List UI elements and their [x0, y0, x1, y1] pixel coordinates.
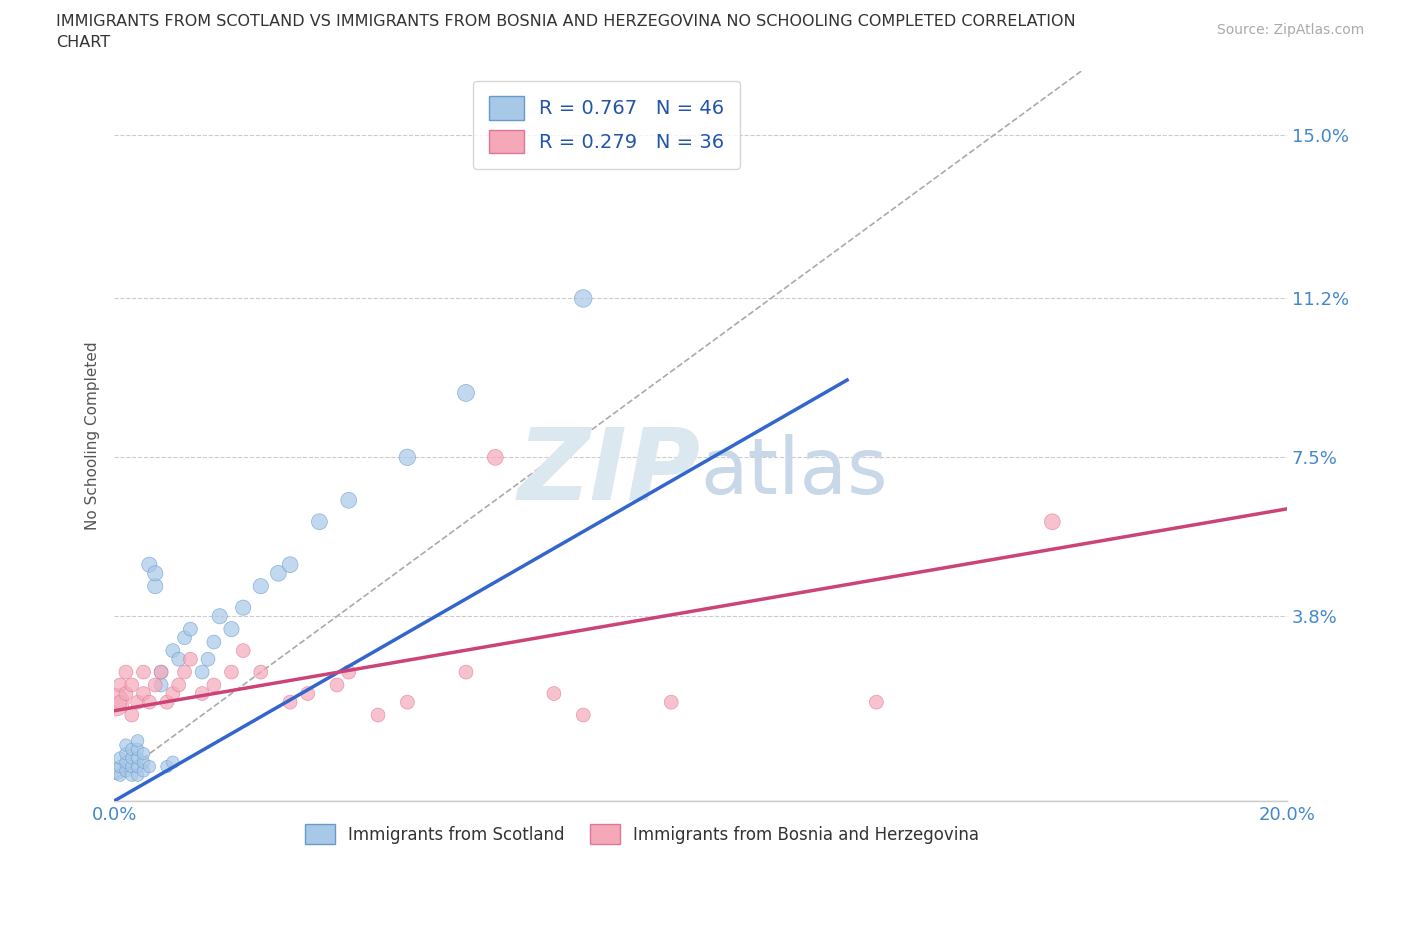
Point [179, 622, 201, 637]
Point [132, 755, 155, 770]
Point [143, 565, 166, 580]
Point [150, 665, 173, 680]
Point [167, 678, 190, 693]
Point [121, 751, 143, 765]
Point [121, 759, 143, 774]
Point [249, 665, 271, 680]
Point [143, 578, 166, 593]
Y-axis label: No Schooling Completed: No Schooling Completed [86, 341, 100, 530]
Point [232, 600, 254, 615]
Point [326, 678, 349, 693]
Point [173, 631, 195, 645]
Point [115, 746, 138, 761]
Text: ZIP: ZIP [517, 424, 700, 521]
Point [572, 708, 595, 723]
Point [115, 764, 138, 778]
Point [221, 665, 243, 680]
Point [138, 695, 160, 710]
Point [132, 746, 155, 761]
Point [108, 768, 131, 783]
Point [121, 708, 143, 723]
Point [297, 686, 319, 701]
Point [173, 665, 195, 680]
Text: Source: ZipAtlas.com: Source: ZipAtlas.com [1216, 23, 1364, 37]
Point [162, 686, 184, 701]
Point [396, 450, 419, 465]
Point [543, 686, 565, 701]
Text: atlas: atlas [700, 434, 889, 511]
Point [127, 751, 149, 765]
Point [337, 493, 360, 508]
Point [454, 385, 477, 400]
Point [150, 665, 173, 680]
Point [115, 686, 138, 701]
Point [179, 652, 201, 667]
Point [132, 686, 155, 701]
Point [127, 734, 149, 749]
Point [156, 759, 179, 774]
Point [454, 665, 477, 680]
Point [249, 578, 271, 593]
Point [127, 695, 149, 710]
Point [267, 565, 290, 580]
Point [202, 634, 225, 649]
Point [232, 644, 254, 658]
Point [121, 678, 143, 693]
Point [115, 665, 138, 680]
Point [108, 759, 131, 774]
Point [121, 768, 143, 783]
Point [162, 644, 184, 658]
Point [337, 665, 360, 680]
Point [127, 768, 149, 783]
Point [108, 678, 131, 693]
Point [108, 695, 131, 710]
Point [127, 742, 149, 757]
Point [167, 652, 190, 667]
Point [208, 609, 231, 624]
Point [121, 742, 143, 757]
Point [138, 759, 160, 774]
Point [143, 678, 166, 693]
Point [367, 708, 389, 723]
Point [191, 665, 214, 680]
Point [104, 695, 127, 710]
Point [108, 751, 131, 765]
Point [396, 695, 419, 710]
Point [150, 678, 173, 693]
Point [221, 622, 243, 637]
Point [156, 695, 179, 710]
Point [1040, 514, 1063, 529]
Text: CHART: CHART [56, 35, 110, 50]
Point [308, 514, 330, 529]
Point [202, 678, 225, 693]
Point [138, 557, 160, 572]
Point [105, 764, 128, 778]
Point [191, 686, 214, 701]
Point [278, 557, 301, 572]
Point [484, 450, 506, 465]
Point [132, 665, 155, 680]
Point [865, 695, 887, 710]
Point [278, 695, 301, 710]
Point [572, 291, 595, 306]
Point [197, 652, 219, 667]
Text: IMMIGRANTS FROM SCOTLAND VS IMMIGRANTS FROM BOSNIA AND HERZEGOVINA NO SCHOOLING : IMMIGRANTS FROM SCOTLAND VS IMMIGRANTS F… [56, 14, 1076, 29]
Point [115, 737, 138, 752]
Legend: Immigrants from Scotland, Immigrants from Bosnia and Herzegovina: Immigrants from Scotland, Immigrants fro… [298, 817, 986, 851]
Point [132, 764, 155, 778]
Point [115, 755, 138, 770]
Point [162, 755, 184, 770]
Point [659, 695, 682, 710]
Point [127, 759, 149, 774]
